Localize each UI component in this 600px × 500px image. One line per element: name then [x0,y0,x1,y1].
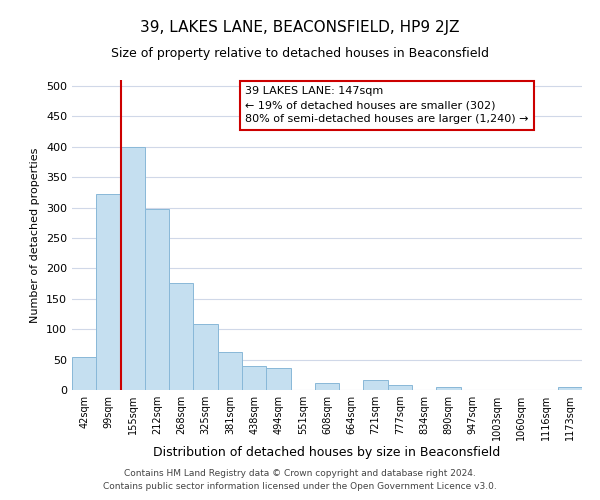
Bar [121,147,145,390]
Bar [193,324,218,390]
Text: Contains HM Land Registry data © Crown copyright and database right 2024.: Contains HM Land Registry data © Crown c… [124,468,476,477]
Bar [96,194,121,390]
Bar [436,387,461,390]
Text: Size of property relative to detached houses in Beaconsfield: Size of property relative to detached ho… [111,48,489,60]
Text: 39 LAKES LANE: 147sqm
← 19% of detached houses are smaller (302)
80% of semi-det: 39 LAKES LANE: 147sqm ← 19% of detached … [245,86,529,124]
Text: Contains public sector information licensed under the Open Government Licence v3: Contains public sector information licen… [103,482,497,491]
Bar [218,352,242,390]
Bar [558,387,582,390]
Bar [72,356,96,390]
Bar [364,380,388,390]
Bar [315,382,339,390]
Bar [242,366,266,390]
Bar [388,384,412,390]
Y-axis label: Number of detached properties: Number of detached properties [31,148,40,322]
X-axis label: Distribution of detached houses by size in Beaconsfield: Distribution of detached houses by size … [154,446,500,459]
Text: 39, LAKES LANE, BEACONSFIELD, HP9 2JZ: 39, LAKES LANE, BEACONSFIELD, HP9 2JZ [140,20,460,35]
Bar [266,368,290,390]
Bar [145,209,169,390]
Bar [169,283,193,390]
